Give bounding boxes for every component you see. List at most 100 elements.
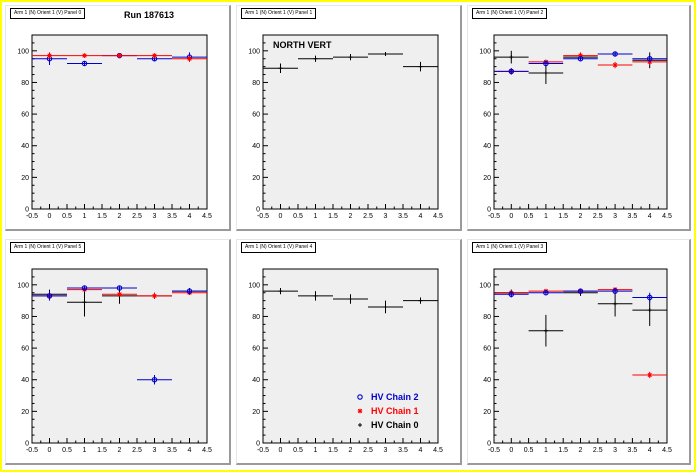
x-tick-label: 4	[648, 447, 652, 454]
data-point	[612, 288, 618, 294]
x-tick-label: 4	[419, 213, 423, 220]
x-tick-label: 1.5	[328, 447, 338, 454]
panel-title: Arm 1 (N) Orient 1 (V) Panel 2	[472, 8, 548, 19]
data-point	[543, 328, 548, 333]
y-tick-label: 20	[21, 175, 29, 182]
x-tick-label: 3	[613, 447, 617, 454]
x-tick-label: 1.5	[97, 213, 107, 220]
x-tick-label: 1.5	[97, 447, 107, 454]
x-tick-label: 0.5	[293, 447, 303, 454]
plot-annotation: NORTH VERT	[273, 40, 332, 50]
x-tick-label: 3.5	[398, 447, 408, 454]
series-chain-0	[263, 51, 438, 73]
data-point	[543, 70, 548, 75]
data-point	[647, 372, 652, 378]
data-point	[508, 291, 515, 298]
x-tick-label: -0.5	[26, 447, 38, 454]
panel-4: -0.5 0 0.5 1 1.5 2 2.5 3 3.5 4 4.5 0 20 40 60 80 100 HV C…	[236, 239, 462, 465]
x-tick-label: 4	[648, 213, 652, 220]
data-point	[613, 301, 618, 306]
x-tick-label: 2.5	[593, 447, 603, 454]
panel-title: Arm 1 (N) Orient 1 (V) Panel 1	[241, 8, 317, 19]
legend: HV Chain 2 HV Chain 1 HV Chain 0	[357, 392, 419, 430]
y-tick-label: 0	[25, 441, 29, 448]
data-point	[313, 293, 318, 298]
x-tick-label: 0.5	[293, 213, 303, 220]
x-tick-label: 3	[153, 447, 157, 454]
y-tick-label: 80	[252, 314, 260, 321]
y-tick-label: 40	[252, 377, 260, 384]
y-tick-label: 0	[256, 207, 260, 214]
y-tick-label: 60	[483, 346, 491, 353]
y-tick-label: 0	[487, 207, 491, 214]
x-tick-label: 3	[613, 213, 617, 220]
x-tick-label: 4	[188, 447, 192, 454]
x-tick-label: -0.5	[488, 213, 500, 220]
data-point	[278, 66, 283, 71]
data-point	[117, 292, 122, 297]
data-point	[81, 285, 88, 291]
x-tick-label: 4.5	[433, 447, 443, 454]
plot-frame	[262, 34, 439, 210]
x-tick-label: 1	[314, 213, 318, 220]
panel-title: Arm 1 (N) Orient 1 (V) Panel 5	[10, 242, 86, 253]
x-tick-label: 2	[579, 213, 583, 220]
data-point	[116, 285, 123, 291]
y-tick-label: 100	[248, 282, 260, 289]
y-tick-label: 0	[487, 441, 491, 448]
x-tick-label: -0.5	[488, 447, 500, 454]
legend-label: HV Chain 2	[371, 392, 419, 402]
data-point	[646, 55, 653, 62]
x-tick-label: 2	[349, 213, 353, 220]
x-tick-label: 4.5	[202, 213, 212, 220]
plot-annotation: Run 187613	[124, 10, 174, 20]
data-point	[313, 56, 318, 61]
series-chain-1	[32, 52, 207, 62]
data-point	[647, 308, 652, 313]
data-point	[646, 294, 653, 301]
panel-title: Arm 1 (N) Orient 1 (V) Panel 0	[10, 8, 86, 19]
data-point	[508, 68, 515, 75]
x-tick-label: 0.5	[524, 213, 534, 220]
panel-title: Arm 1 (N) Orient 1 (V) Panel 3	[472, 242, 548, 253]
data-point	[543, 60, 549, 67]
data-point	[117, 53, 122, 58]
x-tick-label: 2.5	[363, 447, 373, 454]
data-point	[418, 298, 423, 303]
y-tick-label: 40	[21, 143, 29, 150]
x-tick-label: 4.5	[662, 447, 672, 454]
data-point	[577, 55, 584, 62]
x-tick-label: 2.5	[363, 213, 373, 220]
data-point	[47, 53, 52, 58]
x-tick-label: 4.5	[433, 213, 443, 220]
y-tick-label: 20	[252, 409, 260, 416]
data-point	[418, 64, 423, 69]
x-tick-label: 2.5	[132, 447, 142, 454]
y-tick-label: 60	[21, 346, 29, 353]
y-tick-label: 100	[479, 282, 491, 289]
x-tick-label: 1	[83, 447, 87, 454]
panel-title: Arm 1 (N) Orient 1 (V) Panel 4	[241, 242, 317, 253]
y-tick-label: 100	[248, 48, 260, 55]
legend-marker	[357, 408, 363, 414]
y-tick-label: 100	[479, 48, 491, 55]
x-tick-label: 0	[48, 447, 52, 454]
legend-marker	[357, 394, 363, 400]
data-point	[383, 304, 388, 309]
y-tick-label: 60	[483, 112, 491, 119]
x-tick-label: 0	[279, 213, 283, 220]
y-tick-label: 60	[252, 346, 260, 353]
x-tick-label: 2.5	[593, 213, 603, 220]
plot-frame	[31, 34, 208, 210]
x-tick-label: 0.5	[62, 447, 72, 454]
y-tick-label: 60	[252, 112, 260, 119]
x-tick-label: 1	[83, 213, 87, 220]
x-tick-label: 2	[118, 213, 122, 220]
x-tick-label: -0.5	[257, 213, 269, 220]
x-tick-label: 3.5	[628, 447, 638, 454]
data-point	[278, 289, 283, 294]
x-tick-label: 0	[509, 213, 513, 220]
data-point	[383, 51, 388, 56]
x-tick-label: 4	[419, 447, 423, 454]
